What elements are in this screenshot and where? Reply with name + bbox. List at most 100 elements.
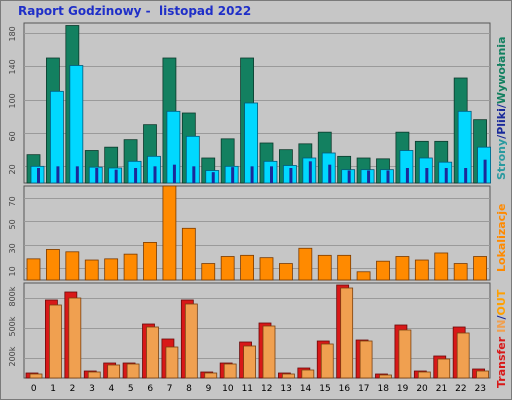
page-title: Raport Godzinowy - listopad 2022 xyxy=(18,4,252,18)
x-tick-label: 23 xyxy=(475,384,486,394)
bar-lokalizacje xyxy=(84,259,99,281)
bar-lokalizacje xyxy=(201,263,216,281)
bar-lokalizacje xyxy=(26,258,41,281)
bar-in-out xyxy=(49,304,62,379)
legend-transfer-in-out: Transfer IN/OUT xyxy=(495,289,508,388)
bar-lokalizacje xyxy=(240,254,254,281)
bar-strony xyxy=(172,164,176,183)
bar-in-out xyxy=(476,370,489,379)
x-tick-label: 18 xyxy=(377,384,389,394)
bar-lokalizacje xyxy=(395,256,410,281)
bar-in-out xyxy=(243,345,256,379)
bar-in-out xyxy=(87,371,101,379)
y-tick-label: 180 xyxy=(8,26,17,41)
y-tick-label: 200k xyxy=(8,346,17,366)
bar-in-out xyxy=(437,358,451,379)
bar-strony xyxy=(37,168,40,183)
bar-lokalizacje xyxy=(317,254,332,281)
x-tick-label: 11 xyxy=(242,384,253,394)
bar-in-out xyxy=(320,343,334,379)
panel-middle xyxy=(23,185,491,281)
bar-strony xyxy=(444,168,448,183)
bar-strony xyxy=(134,168,138,183)
y-tick-label: 800k xyxy=(8,286,17,306)
bar-in-out xyxy=(146,326,159,379)
bar-strony xyxy=(483,159,487,183)
x-tick-label: 10 xyxy=(222,384,234,394)
bar-strony xyxy=(289,168,293,183)
bar-in-out xyxy=(379,374,392,379)
bar-in-out xyxy=(340,287,354,379)
bar-lokalizacje xyxy=(337,254,352,281)
bar-strony xyxy=(347,170,351,183)
bar-lokalizacje xyxy=(298,247,313,281)
bar-strony xyxy=(56,166,60,183)
x-tick-label: 19 xyxy=(397,384,409,394)
bar-lokalizacje xyxy=(104,258,119,281)
bar-in-out xyxy=(107,364,121,379)
bar-lokalizacje xyxy=(46,249,60,281)
bar-strony xyxy=(405,168,409,183)
y-tick-label: 10 xyxy=(8,266,17,276)
bar-in-out xyxy=(184,303,198,379)
bar-lokalizacje xyxy=(434,252,449,281)
legend-slash-3: / xyxy=(495,314,508,319)
bar-lokalizacje xyxy=(453,263,468,281)
x-tick-label: 21 xyxy=(436,384,447,394)
legend-pages-files-hits: Strony/Pliki/Wywołania xyxy=(495,37,508,181)
y-tick-label: 100 xyxy=(8,93,17,108)
x-tick-label: 8 xyxy=(186,384,192,394)
bar-lokalizacje xyxy=(220,256,235,281)
x-tick-label: 13 xyxy=(280,384,291,394)
bar-lokalizacje xyxy=(181,227,196,281)
y-tick-label: 30 xyxy=(8,243,17,253)
bar-strony xyxy=(153,166,157,183)
x-tick-label: 3 xyxy=(89,384,95,394)
bar-in-out xyxy=(223,363,237,379)
bar-strony xyxy=(464,168,468,183)
legend-in: IN xyxy=(495,319,508,332)
bar-lokalizacje xyxy=(414,259,429,281)
legend-out: OUT xyxy=(495,289,508,315)
bar-lokalizacje xyxy=(143,241,157,281)
y-tick-label: 20 xyxy=(8,164,17,174)
bar-strony xyxy=(114,169,118,183)
bar-in-out xyxy=(204,372,218,379)
bar-lokalizacje xyxy=(356,271,371,281)
legend-slash-2: / xyxy=(495,103,508,108)
bar-strony xyxy=(192,166,196,183)
x-tick-label: 6 xyxy=(147,384,153,394)
bar-in-out xyxy=(126,363,140,379)
bar-in-out xyxy=(301,369,315,379)
x-tick-label: 9 xyxy=(206,384,212,394)
bar-strony xyxy=(95,168,99,183)
bar-in-out xyxy=(359,340,373,379)
bar-lokalizacje xyxy=(162,185,177,281)
bar-strony xyxy=(308,161,312,183)
legend-slash-1: / xyxy=(495,134,508,139)
x-tick-label: 14 xyxy=(300,384,312,394)
x-tick-label: 20 xyxy=(416,384,428,394)
bar-lokalizacje xyxy=(376,260,390,281)
bar-strony xyxy=(386,170,390,183)
bar-in-out xyxy=(282,373,295,379)
x-tick-label: 22 xyxy=(455,384,466,394)
x-tick-label: 2 xyxy=(70,384,76,394)
bar-lokalizacje xyxy=(473,256,487,281)
x-tick-label: 1 xyxy=(50,384,56,394)
y-tick-label: 140 xyxy=(8,59,17,74)
x-tick-label: 16 xyxy=(339,384,351,394)
x-tick-label: 17 xyxy=(358,384,369,394)
legend-wywolania: Wywołania xyxy=(495,37,508,105)
x-tick-label: 4 xyxy=(109,384,115,394)
bar-strony xyxy=(425,168,429,183)
bar-lokalizacje xyxy=(279,263,293,281)
bar-lokalizacje xyxy=(123,253,138,281)
x-tick-label: 7 xyxy=(167,384,173,394)
bar-strony xyxy=(211,172,215,183)
y-tick-label: 50 xyxy=(8,219,17,229)
bar-strony xyxy=(250,166,254,183)
legend-strony: Strony xyxy=(495,139,508,180)
bar-in-out xyxy=(29,373,43,379)
